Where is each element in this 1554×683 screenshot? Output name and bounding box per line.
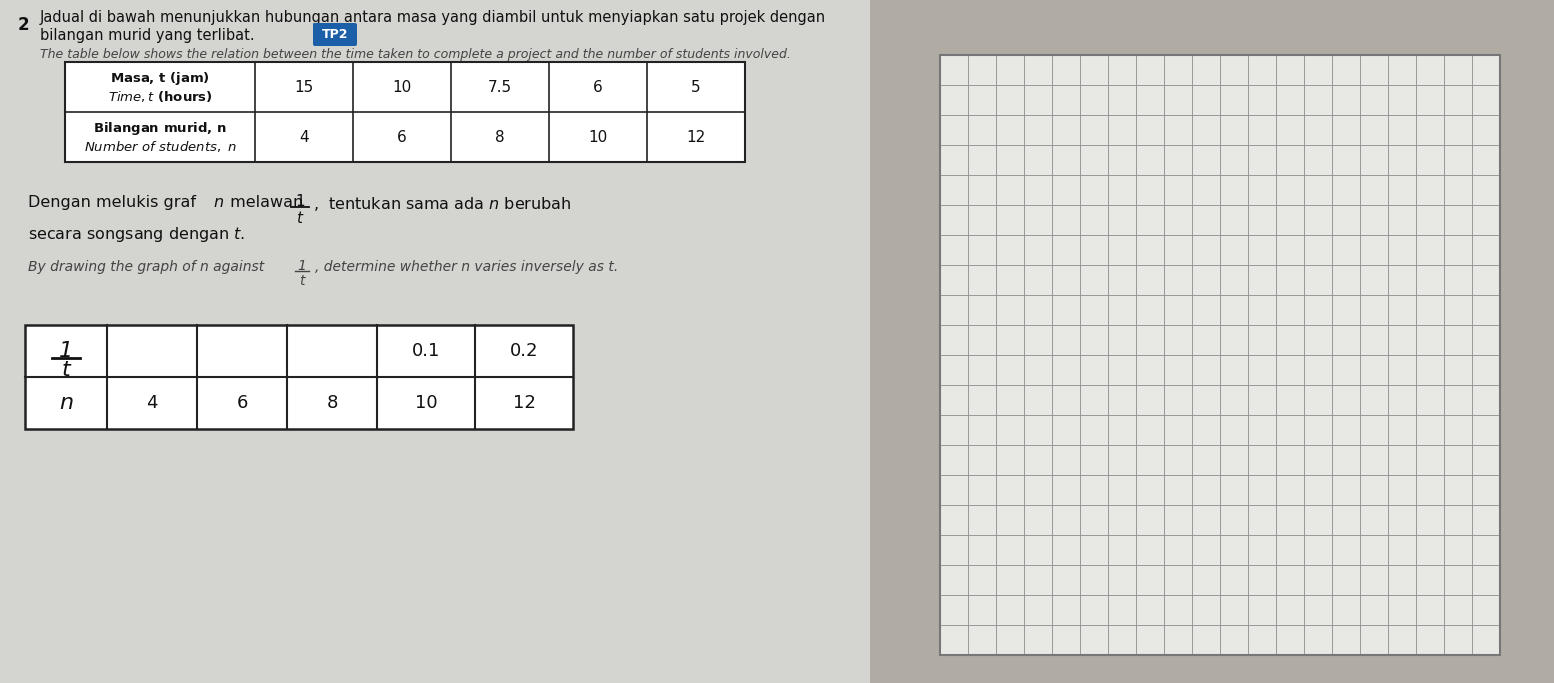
Text: 10: 10 (589, 130, 608, 145)
Text: 12: 12 (687, 130, 706, 145)
Text: t: t (62, 360, 70, 380)
FancyBboxPatch shape (312, 23, 357, 46)
Text: n: n (59, 393, 73, 413)
Bar (0, 0, 870, 683)
Text: 6: 6 (398, 130, 407, 145)
Text: 4: 4 (300, 130, 309, 145)
Bar (940, 55, 1500, 655)
Text: 12: 12 (513, 394, 536, 412)
Text: 1: 1 (295, 194, 305, 209)
Text: 10: 10 (415, 394, 437, 412)
Text: TP2: TP2 (322, 29, 348, 42)
Text: $n$: $n$ (213, 195, 224, 210)
Text: , determine whether n varies inversely as t.: , determine whether n varies inversely a… (315, 260, 618, 274)
Text: 8: 8 (496, 130, 505, 145)
Text: secara songsang dengan $t$.: secara songsang dengan $t$. (28, 225, 246, 244)
Text: 10: 10 (392, 79, 412, 94)
Text: Bilangan murid, $\mathbf{n}$
$\it{Number\ of\ students,\ n}$: Bilangan murid, $\mathbf{n}$ $\it{Number… (84, 120, 236, 154)
Bar (870, 0, 1554, 683)
Text: 7.5: 7.5 (488, 79, 513, 94)
Text: Jadual di bawah menunjukkan hubungan antara masa yang diambil untuk menyiapkan s: Jadual di bawah menunjukkan hubungan ant… (40, 10, 827, 25)
Text: 5: 5 (692, 79, 701, 94)
Text: $t$: $t$ (295, 210, 305, 226)
Text: 1: 1 (297, 259, 306, 273)
Text: 1: 1 (59, 341, 73, 361)
Text: By drawing the graph of n against: By drawing the graph of n against (28, 260, 269, 274)
Text: 15: 15 (294, 79, 314, 94)
Text: 4: 4 (146, 394, 159, 412)
Text: 2: 2 (19, 16, 30, 34)
Text: bilangan murid yang terlibat.: bilangan murid yang terlibat. (40, 28, 255, 43)
Bar (65, 62, 744, 162)
Bar (25, 325, 573, 429)
Text: 6: 6 (594, 79, 603, 94)
Text: Dengan melukis graf: Dengan melukis graf (28, 195, 200, 210)
Text: 0.1: 0.1 (412, 342, 440, 360)
Text: Masa, $\mathbf{t}$ (jam)
$\it{Time, t}$ (hours): Masa, $\mathbf{t}$ (jam) $\it{Time, t}$ … (107, 70, 213, 104)
Text: melawan: melawan (225, 195, 308, 210)
Text: 6: 6 (236, 394, 247, 412)
Text: t: t (300, 274, 305, 288)
Text: The table below shows the relation between the time taken to complete a project : The table below shows the relation betwe… (40, 48, 791, 61)
Text: ,  tentukan sama ada $n$ berubah: , tentukan sama ada $n$ berubah (312, 195, 572, 213)
Text: 8: 8 (326, 394, 337, 412)
Bar (940, 55, 1500, 655)
Text: 0.2: 0.2 (510, 342, 538, 360)
